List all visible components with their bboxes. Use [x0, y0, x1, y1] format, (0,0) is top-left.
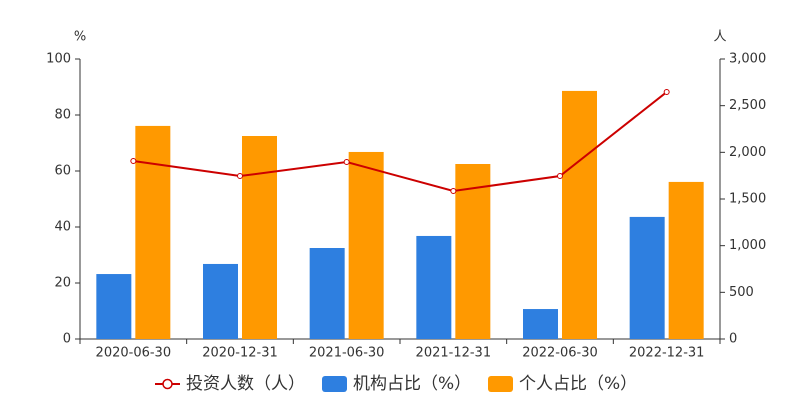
legend-label: 投资人数（人）: [186, 374, 305, 394]
legend-icon: [488, 376, 513, 392]
line-point: [557, 173, 563, 180]
line-point: [450, 187, 457, 194]
line: [133, 91, 668, 192]
y-tick-label: 60: [54, 164, 71, 179]
line-point: [130, 158, 137, 165]
bar: [348, 151, 384, 339]
bar: [668, 181, 704, 339]
y-tick-label: 100: [46, 52, 71, 67]
line-point: [663, 89, 670, 96]
bar: [135, 125, 171, 339]
bar: [523, 309, 558, 339]
y2-tick-label: 0: [729, 332, 737, 347]
bar: [455, 164, 491, 339]
x-tick-label: 2020-12-31: [202, 346, 278, 361]
y2-tick-label: 2,000: [729, 145, 766, 160]
bar: [416, 235, 452, 339]
y-tick-label: 20: [54, 276, 71, 291]
y2-tick-label: 2,500: [729, 98, 766, 113]
y2-tick-label: 3,000: [729, 52, 766, 67]
bar: [629, 216, 665, 339]
y-tick-label: 0: [63, 332, 71, 347]
y2-axis-label: 人: [713, 30, 726, 45]
bar: [242, 136, 277, 339]
bar: [96, 274, 132, 339]
y-axis-label: %: [74, 30, 86, 45]
legend-label: 机构占比（%）: [353, 374, 471, 394]
y2-tick-label: 1,500: [729, 192, 766, 207]
x-tick-label: 2022-06-30: [522, 346, 598, 361]
bar: [309, 248, 345, 339]
x-tick-label: 2021-06-30: [309, 346, 385, 361]
y2-tick-label: 1,000: [729, 238, 766, 253]
y2-tick-label: 500: [729, 285, 754, 300]
y-tick-label: 80: [54, 108, 71, 123]
x-tick-label: 2022-12-31: [629, 346, 705, 361]
x-tick-label: 2021-12-31: [416, 346, 492, 361]
line-point: [343, 159, 350, 166]
legend-icon: [322, 376, 347, 392]
y-tick-label: 40: [54, 220, 71, 235]
bar: [562, 90, 597, 339]
x-tick-label: 2020-06-30: [96, 346, 172, 361]
bar: [203, 263, 238, 339]
legend-label: 个人占比（%）: [519, 374, 637, 394]
legend-icon: [162, 378, 173, 390]
line-point: [237, 173, 243, 180]
